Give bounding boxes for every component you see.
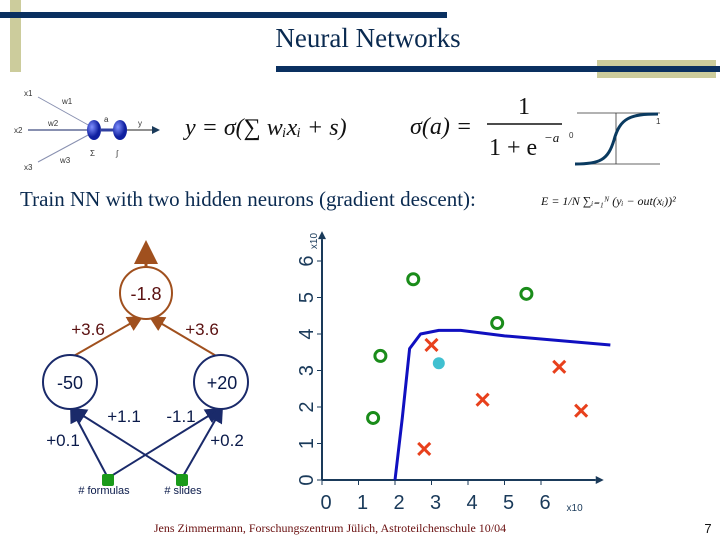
label-x2: x2 bbox=[14, 126, 23, 135]
weight-formulas-right: -1.1 bbox=[166, 407, 195, 426]
neuron-diagram: x1 w1 x2 w2 x3 w3 a y Σ ∫ bbox=[14, 89, 160, 172]
sigmoid-plot: 0 1 bbox=[569, 112, 661, 166]
weight-formulas-left: +0.1 bbox=[46, 431, 80, 450]
label-y: y bbox=[138, 119, 142, 128]
decor-bar-bottom bbox=[276, 66, 720, 72]
page-title: Neural Networks bbox=[275, 23, 460, 53]
input-label-formulas: # formulas bbox=[78, 485, 130, 497]
data-point-cross bbox=[417, 441, 432, 457]
hidden-left-bias: -50 bbox=[57, 373, 83, 393]
sigmoid-denominator: 1 + e bbox=[489, 135, 537, 161]
decision-boundary-line bbox=[393, 328, 611, 481]
y-tick-label: 3 bbox=[296, 365, 318, 376]
output-neuron bbox=[119, 266, 173, 320]
label-x3: x3 bbox=[24, 163, 33, 172]
footer: Jens Zimmermann, Forschungszentrum Jülic… bbox=[154, 521, 506, 535]
data-point-circle bbox=[490, 316, 505, 331]
hidden-neuron-right bbox=[193, 354, 249, 410]
activation-node-icon bbox=[113, 120, 127, 140]
weight-right-out: +3.6 bbox=[185, 320, 219, 339]
x-tick-label: 0 bbox=[320, 492, 331, 514]
y-multiplier-label: x10 bbox=[309, 233, 320, 250]
x-tick-label: 2 bbox=[393, 492, 404, 514]
x-tick-label: 1 bbox=[357, 492, 368, 514]
x-multiplier-label: x10 bbox=[567, 503, 584, 514]
y-tick-label: 5 bbox=[296, 292, 318, 303]
sum-node-icon bbox=[87, 120, 101, 140]
input-node-formulas bbox=[102, 474, 114, 486]
output-formula: y = σ(∑ wᵢxᵢ + s) bbox=[183, 115, 347, 141]
data-point-cross bbox=[424, 337, 439, 353]
x-axis-arrow-icon bbox=[595, 476, 604, 484]
y-tick-label: 4 bbox=[296, 328, 318, 339]
network-diagram: -1.8 +3.6 +3.6 -50 +20 +0.1 +1.1 -1.1 +0… bbox=[42, 240, 249, 497]
hidden-right-bias: +20 bbox=[207, 373, 238, 393]
error-formula: E = 1/N ∑ᵢ₌₁ᴺ (yᵢ − out(xᵢ))² bbox=[540, 194, 676, 208]
y-tick-label: 6 bbox=[296, 255, 318, 266]
label-w3: w3 bbox=[59, 156, 71, 165]
x-tick-label: 3 bbox=[430, 492, 441, 514]
x-tick-label: 5 bbox=[503, 492, 514, 514]
page-number: 7 bbox=[704, 521, 711, 536]
data-point-circle bbox=[373, 348, 388, 363]
decor-bar-top bbox=[0, 12, 447, 18]
label-a: a bbox=[104, 115, 109, 124]
sigmoid-numerator: 1 bbox=[518, 94, 530, 120]
data-point-cross bbox=[574, 403, 589, 418]
data-point-circle bbox=[519, 286, 534, 301]
data-point-circle bbox=[366, 410, 381, 425]
hidden-neuron-left bbox=[42, 354, 98, 410]
query-point bbox=[432, 357, 445, 370]
output-bias: -1.8 bbox=[130, 284, 161, 304]
y-tick-label: 2 bbox=[296, 401, 318, 412]
y-tick-label: 0 bbox=[296, 474, 318, 485]
weight-slides-right: +0.2 bbox=[210, 431, 244, 450]
label-x1: x1 bbox=[24, 89, 33, 98]
label-activation: ∫ bbox=[115, 149, 119, 158]
label-w1: w1 bbox=[61, 97, 73, 106]
input-label-slides: # slides bbox=[164, 485, 202, 497]
data-point-circle bbox=[406, 272, 421, 287]
sigmoid-high-label: 1 bbox=[656, 117, 661, 126]
scatter-chart: 0 1 2 3 4 5 6 0 1 2 3 4 5 6 x10 x10 bbox=[296, 231, 611, 514]
subtitle: Train NN with two hidden neurons (gradie… bbox=[20, 187, 476, 211]
sigmoid-lhs: σ(a) = bbox=[410, 114, 472, 140]
decor-bar-vertical bbox=[10, 0, 21, 72]
y-axis-arrow-icon bbox=[318, 231, 326, 240]
input-node-slides bbox=[176, 474, 188, 486]
y-tick-label: 1 bbox=[296, 438, 318, 449]
sigmoid-formula: σ(a) = 1 1 + e −a bbox=[410, 94, 562, 161]
x-tick-label: 6 bbox=[539, 492, 550, 514]
sigmoid-low-label: 0 bbox=[569, 131, 574, 140]
sigmoid-exponent: −a bbox=[544, 130, 560, 145]
weight-left-out: +3.6 bbox=[71, 320, 105, 339]
weight-slides-left: +1.1 bbox=[107, 407, 141, 426]
label-w2: w2 bbox=[47, 119, 59, 128]
data-point-cross bbox=[552, 359, 567, 374]
data-point-cross bbox=[475, 392, 490, 407]
label-sum: Σ bbox=[90, 149, 95, 158]
x-tick-label: 4 bbox=[466, 492, 477, 514]
